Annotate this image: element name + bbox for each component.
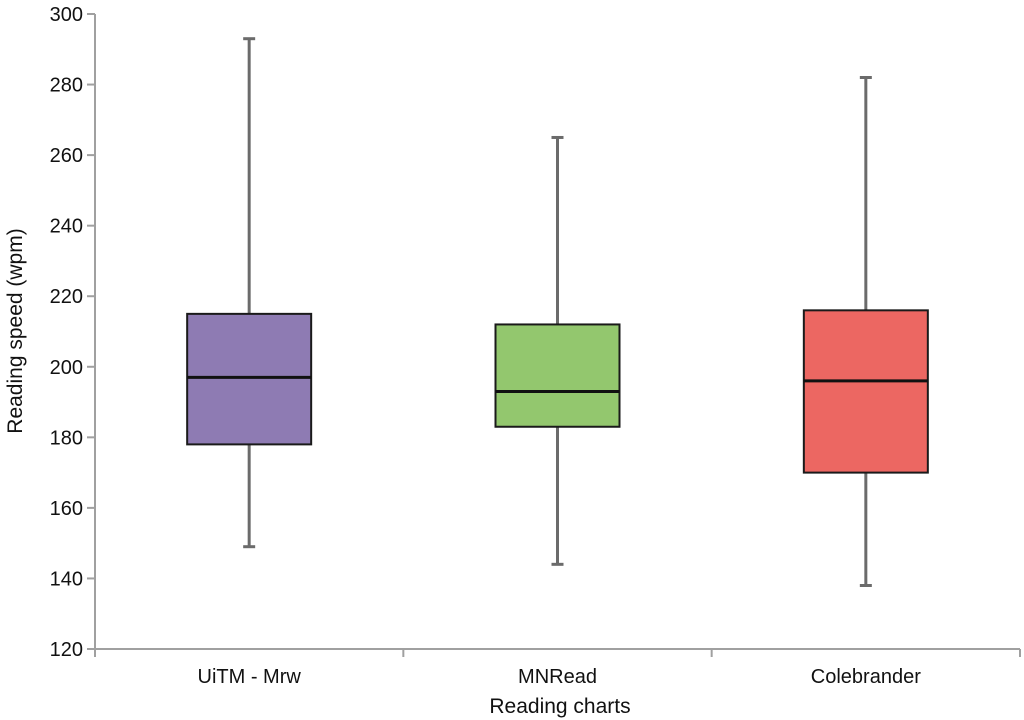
y-tick-label: 260 — [50, 145, 83, 167]
y-tick-label: 180 — [50, 427, 83, 449]
y-axis-title: Reading speed (wpm) — [4, 228, 27, 433]
iqr-box — [494, 323, 621, 428]
x-tick-label: MNRead — [518, 666, 597, 688]
y-tick-label: 120 — [50, 639, 83, 661]
x-axis-title: Reading charts — [489, 695, 630, 718]
box-1 — [186, 37, 313, 549]
y-tick-label: 240 — [50, 216, 83, 238]
y-tick-label: 140 — [50, 568, 83, 590]
boxes — [186, 37, 929, 587]
y-tick-label: 200 — [50, 357, 83, 379]
iqr-box — [802, 309, 929, 474]
box-3 — [802, 76, 929, 587]
iqr-box — [186, 312, 313, 446]
x-axis: UiTM - Mrw MNRead Colebrander — [94, 648, 1021, 688]
y-tick-label: 280 — [50, 75, 83, 97]
y-tick-label: 220 — [50, 286, 83, 308]
y-tick-label: 300 — [50, 4, 83, 26]
y-axis: 120 140 160 180 200 220 240 260 280 300 — [50, 4, 96, 661]
x-tick-label: Colebrander — [811, 666, 921, 688]
y-tick-label: 160 — [50, 498, 83, 520]
box-2 — [494, 135, 621, 566]
x-tick-label: UiTM - Mrw — [198, 666, 302, 688]
